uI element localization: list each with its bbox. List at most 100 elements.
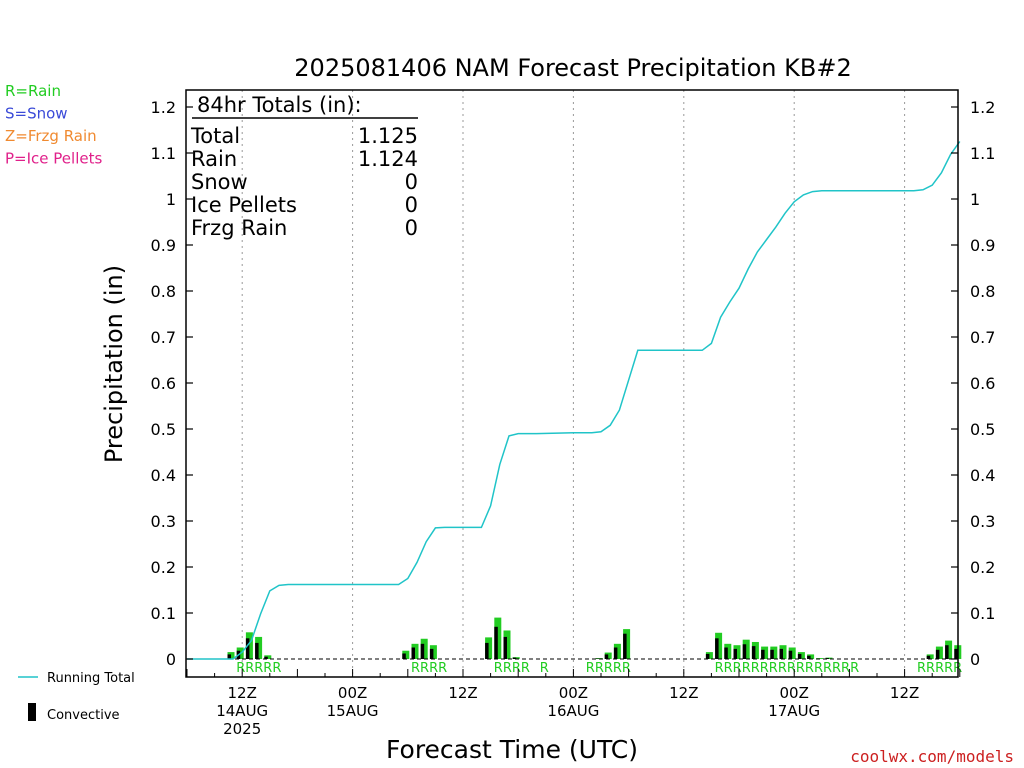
- convective-bar: [420, 643, 425, 659]
- totals-row-value: 1.124: [358, 147, 418, 171]
- y-tick-label: 1.1: [151, 144, 176, 163]
- convective-bar: [733, 648, 737, 659]
- x-tick-label: 12Z: [448, 684, 477, 702]
- convective-legend-swatch: [28, 703, 36, 721]
- convective-bar: [503, 636, 507, 659]
- convective-bar: [935, 649, 940, 659]
- y-tick-label: 0.8: [151, 282, 176, 301]
- precip-type-label: RRRRRRRRRRRRRRRR: [715, 661, 860, 676]
- convective-bar: [264, 656, 268, 659]
- y-tick-label: 0.6: [151, 374, 176, 393]
- convective-bar: [255, 642, 259, 659]
- y-tick-label-right: 1.1: [970, 144, 995, 163]
- type-legend-item: S=Snow: [5, 105, 68, 123]
- precip-type-label: R: [540, 661, 549, 676]
- x-tick-label: 2025: [223, 720, 261, 738]
- precip-type-label: RRRR: [411, 661, 447, 676]
- credit-text: coolwx.com/models: [850, 747, 1014, 766]
- convective-bar: [797, 653, 802, 659]
- precip-type-label: RRRRR: [586, 661, 631, 676]
- totals-row-label: Ice Pellets: [191, 193, 297, 217]
- type-legend-item: P=Ice Pellets: [5, 150, 102, 168]
- y-tick-label: 1.2: [151, 98, 176, 117]
- type-legend-item: Z=Frzg Rain: [5, 127, 97, 145]
- running-total-line: [187, 141, 961, 660]
- y-tick-label: 0.3: [151, 512, 176, 531]
- totals-row-label: Rain: [191, 147, 237, 171]
- x-tick-label: 15AUG: [327, 702, 379, 720]
- y-tick-label-right: 0.4: [970, 466, 995, 485]
- y-tick-label: 0.4: [151, 466, 176, 485]
- convective-bar: [402, 653, 406, 659]
- x-tick-label: 16AUG: [547, 702, 599, 720]
- y-tick-label-right: 0.6: [970, 374, 995, 393]
- plot-frame: [185, 89, 959, 678]
- y-tick-label-right: 0.2: [970, 558, 995, 577]
- convective-bar: [715, 638, 719, 659]
- y-tick-label: 0.1: [151, 604, 176, 623]
- convective-bar: [770, 649, 774, 659]
- convective-bar: [926, 655, 931, 659]
- y-tick-label: 0: [166, 650, 176, 669]
- y-tick-label-right: 0.8: [970, 282, 995, 301]
- precip-bars: [227, 617, 962, 659]
- convective-bar: [807, 655, 811, 659]
- totals-row-value: 1.125: [358, 124, 418, 148]
- convective-bar: [825, 658, 829, 659]
- precip-type-label: RRRRR: [236, 661, 281, 676]
- convective-bar: [604, 654, 609, 659]
- convective-bar: [724, 647, 728, 659]
- convective-bar: [705, 653, 710, 659]
- y-tick-label-right: 0.7: [970, 328, 995, 347]
- y-tick-label-right: 0.5: [970, 420, 995, 439]
- x-tick-label: 00Z: [780, 684, 809, 702]
- totals-row-value: 0: [405, 193, 418, 217]
- y-tick-label: 0.7: [151, 328, 176, 347]
- y-axis-left: 0 0.1 0.2 0.3 0.4 0.5 0.6 0.7 0.8 0.9 1 1.1 1.2: [151, 98, 193, 669]
- convective-bar: [227, 654, 231, 659]
- convective-bar: [485, 642, 489, 659]
- precip-type-legend: R=Rain S=Snow Z=Frzg Rain P=Ice Pellets: [5, 82, 102, 168]
- convective-bar: [742, 644, 747, 659]
- convective-bar: [429, 648, 434, 659]
- totals-row-label: Snow: [191, 170, 248, 194]
- x-tick-label: 12Z: [228, 684, 257, 702]
- y-tick-label: 1: [166, 190, 176, 209]
- type-legend-item: R=Rain: [5, 82, 61, 100]
- totals-row-label: Total: [190, 124, 240, 148]
- convective-bar: [954, 648, 958, 659]
- y-tick-label-right: 1: [970, 190, 980, 209]
- y-axis-right: 0 0.1 0.2 0.3 0.4 0.5 0.6 0.7 0.8 0.9 1 1.1 1.2: [951, 98, 995, 669]
- precip-type-label: RRRRR: [917, 661, 962, 676]
- chart-title: 2025081406 NAM Forecast Precipitation KB…: [294, 54, 851, 82]
- totals-row-value: 0: [405, 170, 418, 194]
- convective-legend-label: Convective: [47, 708, 120, 723]
- precip-type-labels: RRRRR RRRR RRRR R RRRRR RRRRRRRRRRRRRRRR RRRRR: [236, 661, 962, 676]
- y-tick-label-right: 0.9: [970, 236, 995, 255]
- convective-bar: [411, 647, 415, 659]
- totals-header: 84hr Totals (in):: [197, 93, 362, 117]
- convective-bar: [779, 648, 783, 659]
- y-tick-label: 0.2: [151, 558, 176, 577]
- y-tick-label: 0.9: [151, 236, 176, 255]
- y-tick-label: 0.5: [151, 420, 176, 439]
- convective-bar: [751, 646, 756, 659]
- convective-bar: [512, 657, 517, 659]
- y-tick-label-right: 0.3: [970, 512, 995, 531]
- totals-box: 84hr Totals (in): Total 1.125 Rain 1.124 Snow…: [190, 93, 418, 240]
- x-tick-label: 00Z: [338, 684, 367, 702]
- y-tick-label-right: 1.2: [970, 98, 995, 117]
- series-legend: Running Total Convective: [18, 671, 135, 723]
- x-tick-label: 17AUG: [768, 702, 820, 720]
- x-tick-label: 00Z: [559, 684, 588, 702]
- convective-bar: [613, 647, 618, 659]
- y-tick-label-right: 0.1: [970, 604, 995, 623]
- x-axis-label: Forecast Time (UTC): [386, 735, 638, 764]
- x-tick-label: 12Z: [890, 684, 919, 702]
- convective-bar: [945, 645, 949, 659]
- running-total-legend-label: Running Total: [47, 671, 135, 686]
- vertical-gridlines: [241, 90, 906, 677]
- y-axis-label: Precipitation (in): [100, 265, 128, 463]
